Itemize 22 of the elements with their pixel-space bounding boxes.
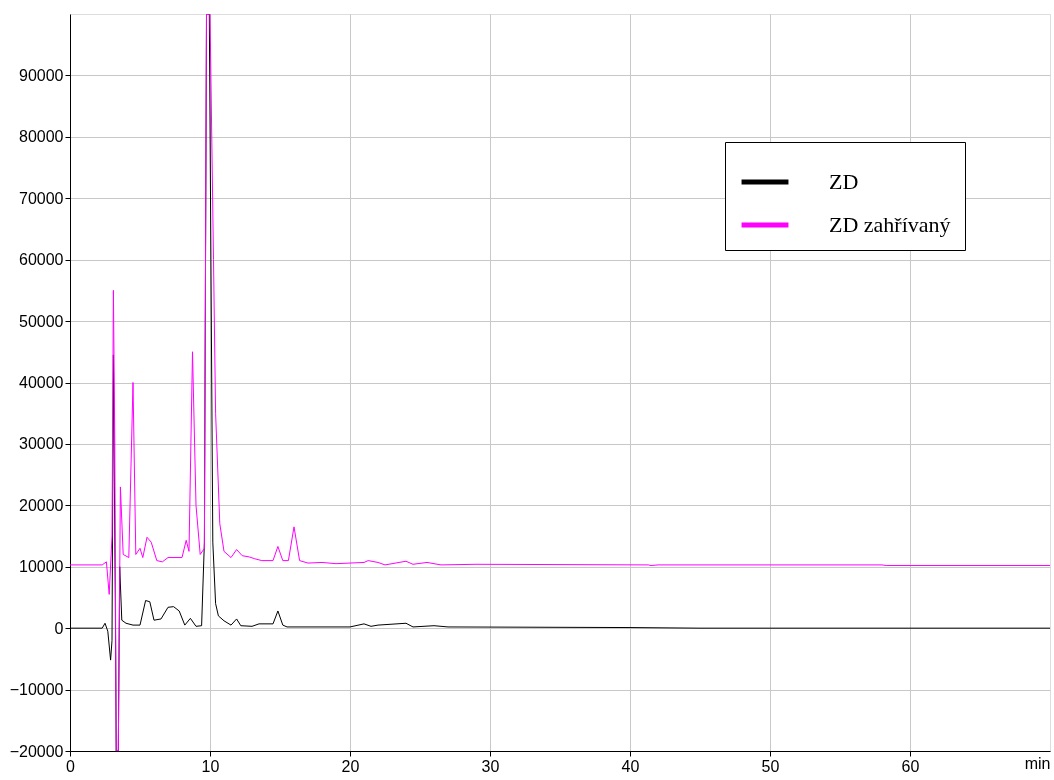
legend-label: ZD zahřívaný xyxy=(829,212,951,237)
y-tick-label: 40000 xyxy=(19,374,64,391)
y-tick-label: −20000 xyxy=(9,742,64,760)
legend-label: ZD xyxy=(829,169,859,194)
y-tick-label: 20000 xyxy=(19,496,64,514)
y-tick-label: 80000 xyxy=(19,128,64,146)
y-tick-label: 70000 xyxy=(19,189,64,207)
y-tick-label: 30000 xyxy=(19,435,64,453)
x-axis-title: min xyxy=(1024,754,1051,772)
x-tick-label: 10 xyxy=(201,757,220,775)
x-tick-label: 0 xyxy=(66,757,76,775)
y-tick-label: 90000 xyxy=(19,66,64,84)
x-tick-label: 20 xyxy=(341,757,360,775)
x-tick-label: 60 xyxy=(901,757,920,775)
y-tick-label: −10000 xyxy=(9,681,64,699)
y-tick-label: 60000 xyxy=(19,251,64,269)
y-tick-label: 0 xyxy=(54,619,64,637)
x-tick-label: 30 xyxy=(481,757,500,775)
y-tick-label: 10000 xyxy=(19,558,64,576)
x-tick-label: 50 xyxy=(761,757,780,775)
x-tick-label: 40 xyxy=(621,757,640,775)
y-tick-label: 50000 xyxy=(19,312,64,330)
